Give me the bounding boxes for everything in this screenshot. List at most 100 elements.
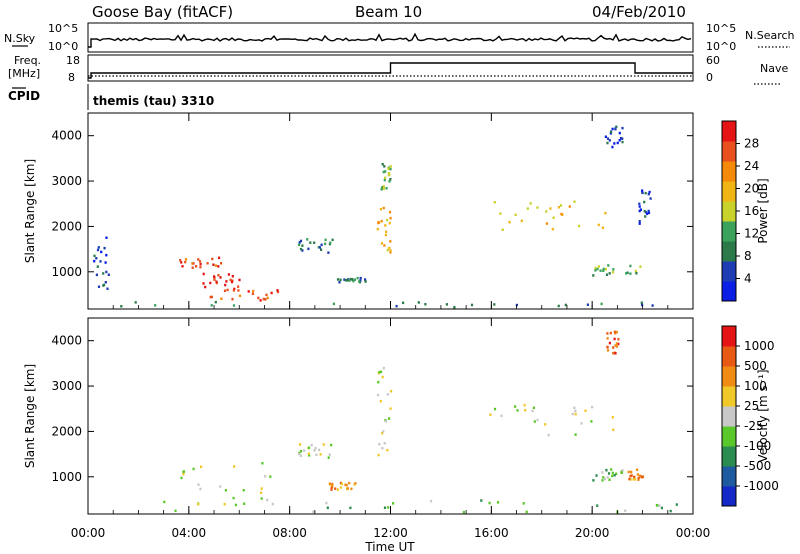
scatter-cell [453,306,456,309]
nsearch-tick-bottom: 10^0 [706,40,736,53]
scatter-cell [377,221,380,224]
scatter-cell [262,297,265,301]
scatter-cell [336,278,340,281]
scatter-cell [102,284,105,287]
scatter-cell [641,303,644,307]
scatter-cell [327,456,330,459]
scatter-cell [359,276,362,280]
nave-tick-bottom: 0 [706,71,713,84]
scatter-cell [231,297,234,301]
scatter-cell [644,191,647,195]
scatter-cell [260,487,263,490]
scatter-cell [640,301,643,304]
scatter-cell [627,470,630,474]
scatter-cell [364,278,367,281]
scatter-cell [181,265,184,268]
scatter-cell [526,207,529,210]
freq-tick-bottom: 8 [68,71,75,84]
scatter-cell [199,262,202,266]
scatter-cell [104,261,107,264]
scatter-cell [224,283,227,287]
scatter-cell [385,187,388,190]
scatter-cell [320,243,323,247]
scatter-cell [571,412,574,416]
scatter-cell [120,305,123,308]
scatter-cell [260,491,263,494]
scatter-cell [611,471,614,475]
scatter-cell [324,238,327,242]
scatter-cell [608,478,611,481]
scatter-cell [299,239,303,243]
scatter-cell [104,281,107,284]
scatter-cell [381,375,384,379]
scatter-cell [381,163,384,166]
scatter-cell [191,266,194,269]
scatter-cell [557,206,560,209]
scatter-cell [215,280,218,283]
scatter-cell [199,260,202,263]
colorbar-tick-label: -1000 [744,479,779,493]
scatter-cell [217,274,220,277]
scatter-cell [379,399,382,403]
scatter-cell [389,165,392,168]
scatter-cell [617,342,620,346]
scatter-cell [229,278,232,282]
scatter-cell [382,185,385,188]
scatter-cell [610,130,613,134]
scatter-cell [644,215,647,218]
colorbar-segment [722,241,736,262]
scatter-cell [389,407,392,410]
xtick-label: 08:00 [272,526,307,540]
colorbar-tick-label: 25 [744,399,759,413]
scatter-cell [182,472,185,476]
scatter-cell [383,506,387,509]
colorbar-segment [722,181,736,202]
scatter-cell [514,213,517,217]
scatter-cell [614,344,617,347]
scatter-cell [234,503,237,507]
scatter-cell [202,282,205,285]
scatter-cell [638,209,641,213]
scatter-cell [303,449,306,452]
scatter-cell [332,302,335,306]
colorbar-segment [722,161,736,182]
ytick-label: 1000 [51,265,82,279]
scatter-cell [359,279,362,282]
scatter-cell [319,453,322,456]
scatter-cell [328,453,331,456]
scatter-cell [378,370,381,374]
scatter-cell [382,206,385,210]
scatter-cell [606,476,609,479]
scatter-cell [531,409,534,413]
scatter-cell [93,254,96,258]
scatter-cell [382,170,385,174]
scatter-cell [615,342,618,345]
scatter-cell [199,487,202,491]
scatter-cell [238,278,241,282]
scatter-cell [544,423,547,426]
scatter-cell [276,290,280,294]
scatter-cell [330,486,333,490]
scatter-cell [354,482,357,485]
colorbar-tick-label: 4 [744,272,752,286]
scatter-cell [227,273,230,276]
scatter-cell [105,253,108,257]
scatter-cell [596,504,599,507]
beam-title: Beam 10 [355,3,422,21]
scatter-cell [658,504,661,507]
power-colorbar-label: Power [dB] [756,178,770,243]
scatter-cell [392,502,395,505]
scatter-cell [613,474,616,477]
scatter-cell [573,200,576,203]
scatter-cell [384,224,387,227]
scatter-cell [219,276,222,279]
scatter-cell [107,273,110,276]
scatter-cell [307,247,310,251]
scatter-cell [276,289,279,292]
scatter-cell [594,269,597,272]
scatter-cell [223,289,227,292]
scatter-cell [602,269,605,272]
xtick-label: 16:00 [474,526,509,540]
scatter-cell [383,178,386,182]
ytick-label: 3000 [51,174,82,188]
